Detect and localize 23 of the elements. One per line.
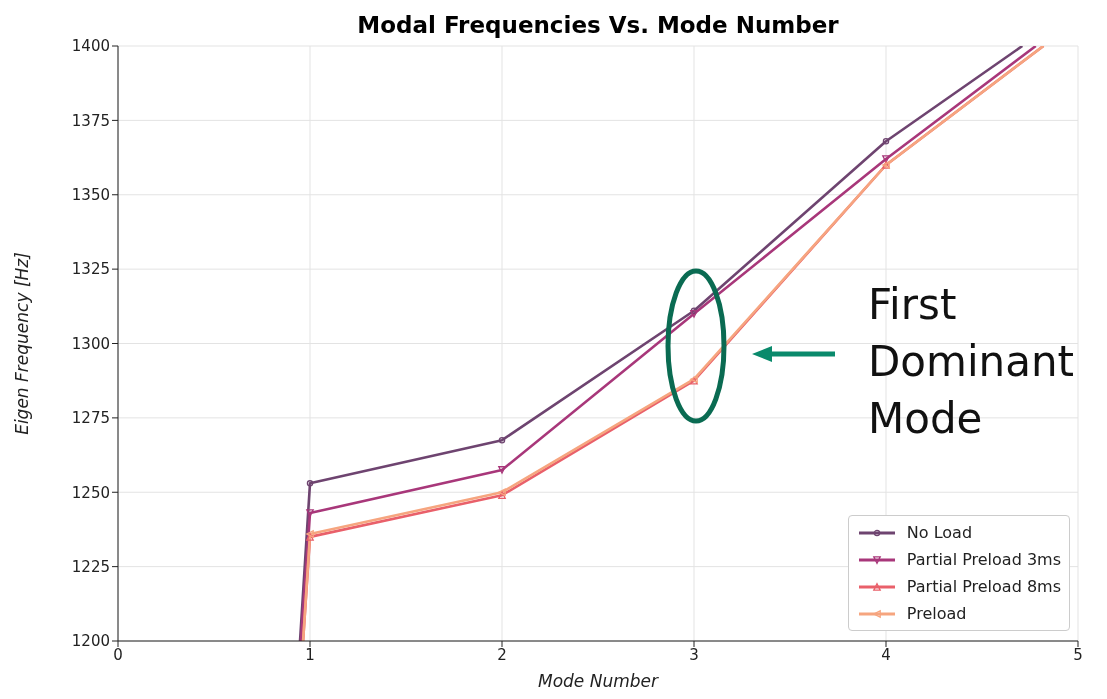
y-tick-label: 1275: [71, 409, 110, 428]
x-tick-label: 3: [689, 645, 699, 664]
legend-label: Partial Preload 3ms: [906, 550, 1061, 569]
legend-label: Partial Preload 8ms: [906, 577, 1061, 596]
y-tick-label: 1350: [71, 186, 110, 205]
y-tick-label: 1325: [71, 260, 110, 279]
x-axis-title: Mode Number: [537, 671, 660, 691]
x-tick-label: 5: [1073, 645, 1083, 664]
chart-title: Modal Frequencies Vs. Mode Number: [356, 12, 840, 38]
legend-label: Preload: [906, 604, 967, 623]
y-tick-label: 1250: [71, 483, 110, 502]
annotation: First Dominant Mode: [868, 279, 1075, 445]
y-tick-label: 1300: [71, 334, 110, 353]
x-tick-label: 1: [305, 645, 315, 664]
x-tick-label: 4: [881, 645, 891, 664]
y-tick-label: 1400: [71, 37, 110, 56]
y-axis-title: Eigen Frequency [Hz]: [12, 252, 33, 435]
y-tick-label: 1375: [71, 111, 110, 130]
y-tick-label: 1200: [71, 632, 110, 651]
x-tick-label: 2: [497, 645, 507, 664]
y-tick-label: 1225: [71, 557, 110, 576]
legend-label: No Load: [906, 523, 973, 542]
x-tick-label: 0: [113, 645, 123, 664]
